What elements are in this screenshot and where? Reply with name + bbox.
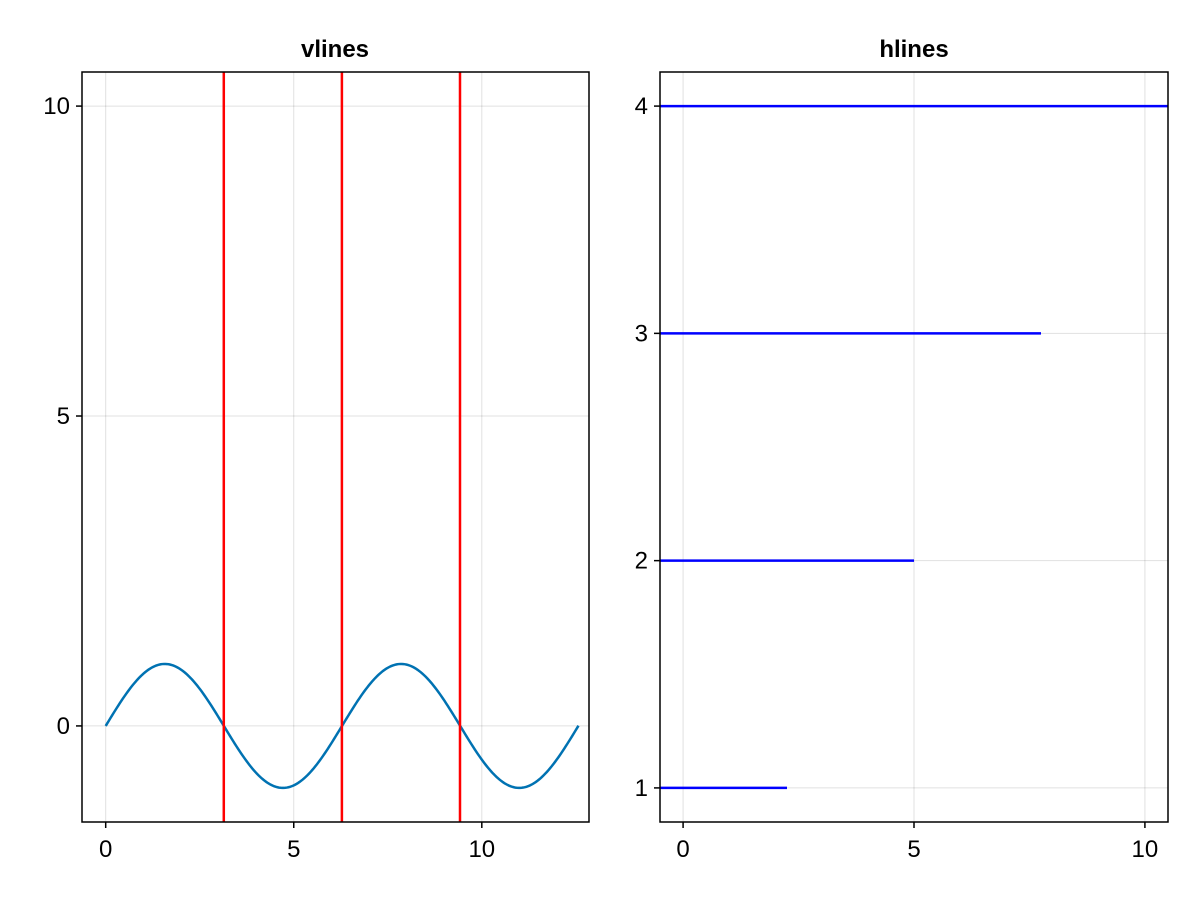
vlines-title: vlines <box>301 36 369 63</box>
y-tick-label: 0 <box>57 713 70 740</box>
x-tick-label: 10 <box>468 836 495 863</box>
y-tick-label: 4 <box>635 93 648 120</box>
plot-data <box>104 72 580 822</box>
y-tick-label: 10 <box>43 93 70 120</box>
x-tick-label: 5 <box>287 836 300 863</box>
x-tick-label: 0 <box>99 836 112 863</box>
x-tick-label: 0 <box>676 836 689 863</box>
y-tick-label: 1 <box>635 775 648 802</box>
vlines-panel: vlines 0 5 10 0 5 10 <box>43 36 590 863</box>
plot-data <box>660 104 1168 790</box>
plot-frame <box>81 71 590 823</box>
y-tick-label: 2 <box>635 548 648 575</box>
hlines-title: hlines <box>879 36 948 63</box>
y-tick-label: 3 <box>635 320 648 347</box>
x-tick-label: 5 <box>907 836 920 863</box>
hlines-panel: hlines 0 5 10 1 2 3 4 <box>635 36 1169 863</box>
y-tick-label: 5 <box>57 403 70 430</box>
x-tick-label: 10 <box>1132 836 1159 863</box>
